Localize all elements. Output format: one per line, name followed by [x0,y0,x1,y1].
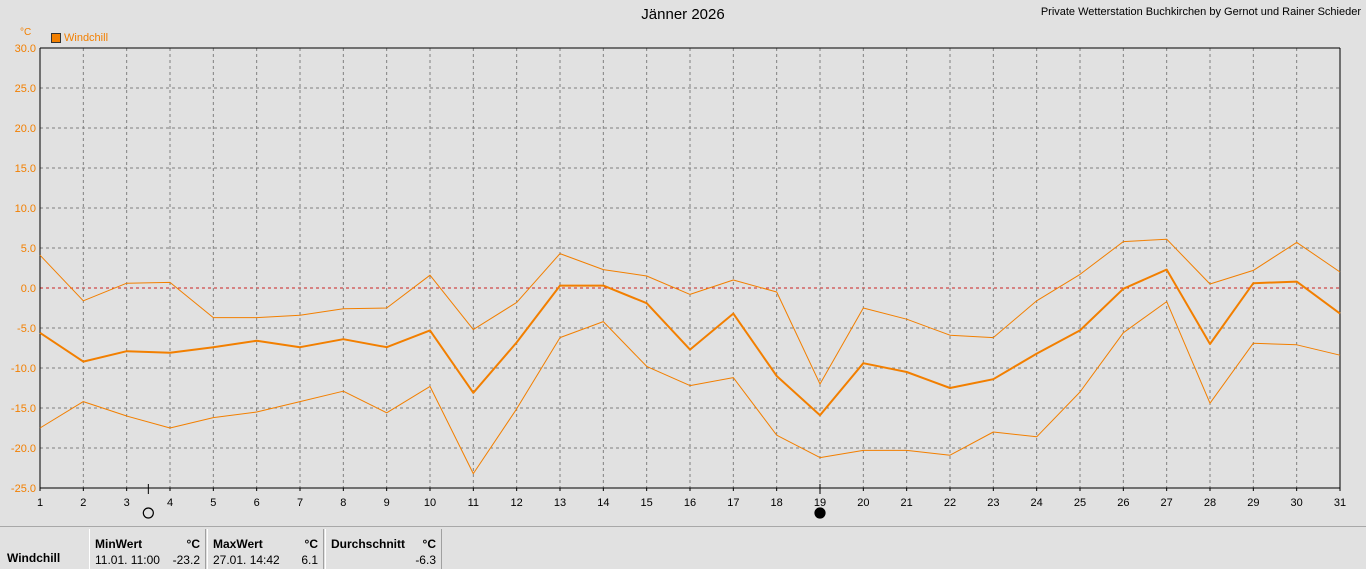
stats-max-unit: °C [304,537,318,551]
x-tick-label: 24 [1031,497,1043,509]
x-tick-label: 29 [1247,497,1259,509]
series-line-min [39,301,1341,475]
x-tick-label: 13 [554,497,566,509]
y-tick-label: -25.0 [11,483,36,495]
y-tick-label: -10.0 [11,363,36,375]
stats-min-date: 11.01. 11:00 [95,553,160,567]
y-tick-label: -20.0 [11,443,36,455]
x-tick-label: 25 [1074,497,1086,509]
stats-min-value: -23.2 [172,553,200,567]
stats-min-unit: °C [186,537,200,551]
stats-min-header: MinWert [95,537,143,551]
x-tick-label: 18 [771,497,783,509]
chart-title: Jänner 2026 [641,6,725,23]
stats-max-box: MaxWert °C 27.01. 14:42 6.1 [207,529,324,569]
y-tick-label: 25.0 [15,83,36,95]
x-tick-label: 15 [641,497,653,509]
stats-row-label: Windchill [7,551,61,565]
x-tick-label: 19 [814,497,826,509]
stats-avg-value: -6.3 [415,553,436,567]
legend-label: Windchill [64,32,109,44]
x-tick-label: 6 [254,497,260,509]
y-tick-label: 30.0 [15,43,36,55]
x-tick-label: 27 [1161,497,1173,509]
x-tick-label: 12 [511,497,523,509]
y-tick-label: -15.0 [11,403,36,415]
x-tick-label: 28 [1204,497,1216,509]
legend-swatch [51,33,61,43]
stats-min-box: MinWert °C 11.01. 11:00 -23.2 [89,529,206,569]
station-label: Private Wetterstation Buchkirchen by Ger… [1040,6,1361,18]
x-tick-label: 26 [1117,497,1129,509]
stats-avg-unit: °C [422,537,436,551]
y-axis-unit: °C [20,27,32,38]
x-tick-label: 16 [684,497,696,509]
stats-max-date: 27.01. 14:42 [213,553,280,567]
y-tick-label: 20.0 [15,123,36,135]
x-tick-label: 22 [944,497,956,509]
series-line-max [39,238,1341,385]
x-tick-label: 31 [1334,497,1346,509]
chart-plot: 30.0 25.0 20.0 15.0 10.0 5.0 0.0 -5.0 -10.0 -15.0… [11,43,1346,519]
new-moon-icon [814,507,826,519]
x-tick-label: 2 [80,497,86,509]
x-tick-label: 17 [727,497,739,509]
x-tick-label: 23 [987,497,999,509]
legend: Windchill [51,32,108,44]
y-tick-label: -5.0 [17,323,36,335]
x-tick-label: 5 [210,497,216,509]
series-line-mean [39,268,1341,417]
y-tick-label: 0.0 [21,283,36,295]
x-tick-label: 20 [857,497,869,509]
x-tick-label: 4 [167,497,173,509]
stats-max-value: 6.1 [301,553,318,567]
stats-avg-header: Durchschnitt [331,537,406,551]
full-moon-icon [142,507,154,519]
stats-panel: Windchill MinWert °C 11.01. 11:00 -23.2 … [0,526,1366,569]
x-tick-label: 7 [297,497,303,509]
stats-avg-box: Durchschnitt °C -6.3 [325,529,442,569]
x-tick-label: 3 [124,497,130,509]
x-tick-label: 8 [340,497,346,509]
y-tick-label: 15.0 [15,163,36,175]
x-tick-label: 14 [597,497,609,509]
stats-max-header: MaxWert [213,537,263,551]
x-tick-label: 10 [424,497,436,509]
x-tick-label: 30 [1291,497,1303,509]
x-tick-label: 1 [37,497,43,509]
x-tick-label: 21 [901,497,913,509]
x-tick-label: 9 [384,497,390,509]
y-tick-label: 5.0 [21,243,36,255]
x-tick-label: 11 [468,497,479,509]
y-tick-label: 10.0 [15,203,36,215]
